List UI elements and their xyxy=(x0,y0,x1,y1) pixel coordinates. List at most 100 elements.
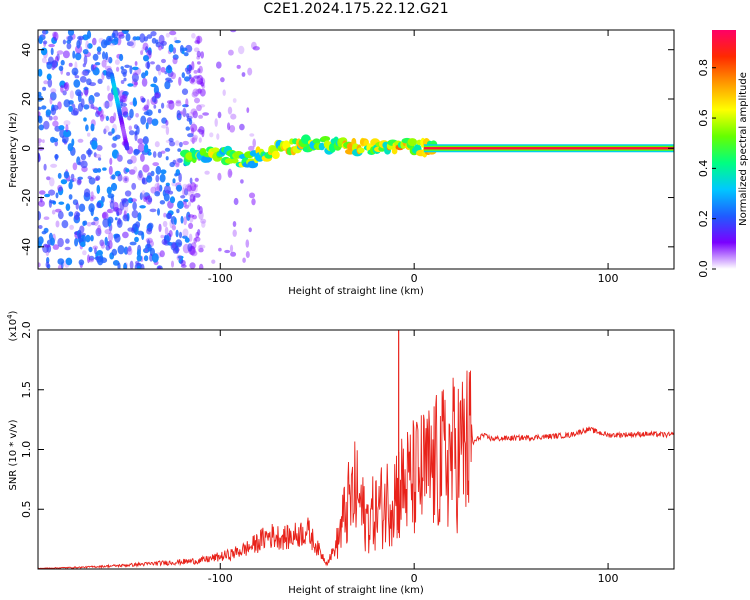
spectrogram-y-ticks: 40 20 0 -20 -40 xyxy=(20,43,674,256)
noise-blob xyxy=(140,263,145,269)
noise-blob xyxy=(38,138,43,144)
noise-blob xyxy=(46,73,52,81)
noise-blob xyxy=(38,211,42,221)
noise-blob xyxy=(38,111,41,117)
noise-blob xyxy=(211,259,216,264)
noise-blob xyxy=(216,61,222,69)
noise-blob xyxy=(67,143,74,152)
noise-blob xyxy=(169,30,177,36)
noise-blob xyxy=(57,184,63,192)
noise-blob xyxy=(75,89,82,97)
noise-blob xyxy=(43,120,50,130)
noise-blob xyxy=(112,30,119,38)
x-tick-label: 0 xyxy=(411,272,418,285)
noise-blob xyxy=(69,90,74,99)
noise-blob xyxy=(126,247,133,256)
noise-blob xyxy=(232,229,237,237)
noise-blob xyxy=(177,200,184,209)
noise-blob xyxy=(157,182,160,192)
noise-blob xyxy=(72,50,76,59)
noise-blob xyxy=(79,225,85,234)
noise-blob xyxy=(190,250,198,257)
noise-blob xyxy=(112,136,118,142)
y-tick-label: 20 xyxy=(20,92,33,106)
noise-blob xyxy=(131,210,139,219)
y-tick-label: -40 xyxy=(20,238,33,256)
noise-blob xyxy=(82,63,86,68)
noise-blob xyxy=(64,246,71,251)
noise-blob xyxy=(174,40,181,44)
noise-blob xyxy=(232,98,237,103)
noise-blob xyxy=(182,104,189,108)
noise-blob xyxy=(155,64,161,72)
noise-blob xyxy=(192,110,198,119)
noise-blob xyxy=(139,205,146,209)
noise-blob xyxy=(132,71,138,76)
noise-blob xyxy=(58,65,64,72)
noise-blob xyxy=(108,56,113,64)
snr-marks xyxy=(38,330,674,569)
noise-blob xyxy=(90,104,95,109)
noise-blob xyxy=(97,51,101,55)
band-blob xyxy=(391,147,398,155)
noise-blob xyxy=(129,65,133,75)
spectrogram-frame xyxy=(37,29,675,270)
noise-blob xyxy=(196,50,201,58)
noise-blob xyxy=(204,170,210,175)
noise-blob xyxy=(121,30,129,35)
noise-blob xyxy=(190,108,198,115)
noise-blob xyxy=(113,37,119,42)
noise-blob xyxy=(68,181,73,190)
noise-blob xyxy=(178,172,182,183)
y-tick-label: 0 xyxy=(20,145,33,152)
noise-blob xyxy=(143,143,149,153)
noise-blob xyxy=(179,256,183,261)
noise-blob xyxy=(151,118,159,126)
snr-x-ticks: -100 0 100 xyxy=(208,330,619,585)
noise-blob xyxy=(179,141,183,148)
noise-blob xyxy=(175,162,180,168)
noise-blob xyxy=(60,59,65,66)
noise-blob xyxy=(82,49,89,55)
noise-blob xyxy=(188,64,192,74)
noise-blob xyxy=(57,237,64,248)
noise-blob xyxy=(49,177,55,187)
noise-blob xyxy=(232,221,237,227)
noise-blob xyxy=(95,175,101,181)
noise-blob xyxy=(172,159,177,165)
noise-blob xyxy=(158,223,162,233)
noise-blob xyxy=(96,145,103,151)
noise-blob xyxy=(117,245,125,255)
noise-blob xyxy=(80,160,88,169)
noise-blob xyxy=(249,133,255,137)
noise-blob xyxy=(93,217,99,226)
noise-blob xyxy=(123,246,129,255)
noise-blob xyxy=(129,241,137,246)
noise-blob xyxy=(131,66,139,71)
noise-blob xyxy=(122,231,129,239)
noise-blob xyxy=(72,162,78,171)
noise-blob xyxy=(141,78,148,87)
noise-blob xyxy=(180,215,184,224)
noise-blob xyxy=(161,102,165,109)
noise-blob xyxy=(141,47,145,52)
noise-blob xyxy=(192,134,199,141)
band-blob xyxy=(357,147,365,154)
noise-blob xyxy=(153,76,158,84)
noise-blob xyxy=(95,227,102,237)
noise-blob xyxy=(84,69,91,74)
noise-blob xyxy=(167,64,172,71)
noise-blob xyxy=(87,148,92,158)
noise-blob xyxy=(117,173,123,182)
noise-blob xyxy=(170,72,176,80)
noise-blob xyxy=(48,43,55,48)
noise-blob xyxy=(102,211,109,220)
noise-blob xyxy=(228,49,234,56)
noise-blob xyxy=(105,51,108,61)
noise-blob xyxy=(199,104,206,108)
noise-blob xyxy=(252,138,256,148)
noise-blob xyxy=(123,203,129,214)
noise-blob xyxy=(175,101,182,107)
noise-blob xyxy=(88,177,96,185)
noise-blob xyxy=(182,140,189,146)
